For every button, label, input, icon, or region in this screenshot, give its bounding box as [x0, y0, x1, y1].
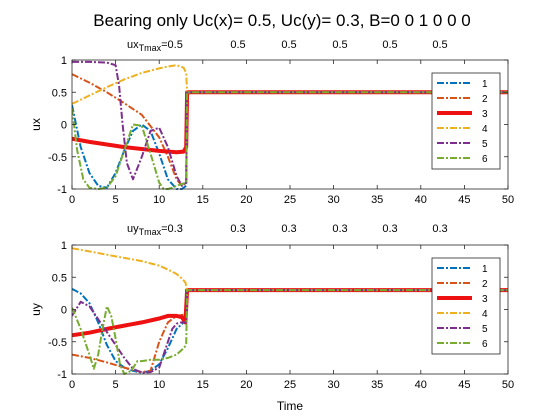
y-tick-label: 1 [61, 240, 67, 252]
top-annotation-value: 0.5 [382, 39, 397, 51]
x-tick-label: 20 [240, 194, 252, 206]
bottom-annotation-value: 0.3 [382, 223, 397, 235]
legend-label: 3 [482, 294, 488, 305]
top-annotation-value: 0.5 [332, 39, 347, 51]
legend-label: 1 [482, 264, 488, 275]
bottom-annotation-value: 0.3 [332, 223, 347, 235]
bottom-annotation-values: 0.3 0.3 0.3 0.3 0.3 [230, 223, 447, 235]
x-axis-label: Time [277, 399, 304, 413]
series-group [72, 60, 508, 190]
y-axis-label: uy [29, 303, 43, 316]
x-tick-label: 10 [153, 194, 165, 206]
series-group [72, 247, 508, 375]
y-tick-label: -1 [57, 184, 67, 196]
top-annotation-value: 0.5 [432, 39, 447, 51]
series-line-6 [72, 91, 508, 190]
x-tick-label: 30 [327, 379, 339, 391]
top-annotation-values: 0.5 0.5 0.5 0.5 0.5 [230, 39, 447, 51]
legend-label: 5 [482, 139, 488, 150]
y-tick-label: -1 [57, 369, 67, 381]
x-tick-label: 35 [371, 194, 383, 206]
legend-label: 4 [482, 124, 488, 135]
legend: 1 2 3 4 5 6 [431, 72, 501, 170]
legend-label: 2 [482, 94, 488, 105]
x-tick-label: 25 [284, 379, 296, 391]
legend-label: 2 [482, 279, 488, 290]
x-tick-label: 40 [415, 194, 427, 206]
bottom-annotation-value: 0.3 [432, 223, 447, 235]
x-tick-label: 5 [113, 194, 119, 206]
x-tick-label: 0 [69, 379, 75, 391]
y-tick-label: -0.5 [48, 152, 67, 164]
x-tick-label: 15 [197, 194, 209, 206]
x-tick-label: 50 [502, 194, 514, 206]
legend-label: 3 [482, 109, 488, 120]
figure-title: Bearing only Uc(x)= 0.5, Uc(y)= 0.3, B=0… [93, 11, 471, 30]
x-tick-label: 20 [240, 379, 252, 391]
x-tick-label: 40 [415, 379, 427, 391]
x-tick-label: 10 [153, 379, 165, 391]
x-tick-label: 0 [69, 194, 75, 206]
x-tick-label: 45 [458, 379, 470, 391]
legend-label: 5 [482, 324, 488, 335]
y-tick-label: 0 [61, 120, 67, 132]
x-tick-label: 25 [284, 194, 296, 206]
y-axis-label: ux [29, 118, 43, 131]
x-tick-label: 5 [113, 379, 119, 391]
legend: 1 2 3 4 5 6 [431, 257, 501, 355]
x-tick-label: 30 [327, 194, 339, 206]
legend-box [431, 72, 501, 170]
y-tick-label: -0.5 [48, 337, 67, 349]
x-tick-label: 45 [458, 194, 470, 206]
top-annotation-value: 0.5 [230, 39, 245, 51]
y-tick-label: 0 [61, 305, 67, 317]
x-tick-label: 35 [371, 379, 383, 391]
bottom-annotation-value: 0.3 [230, 223, 245, 235]
y-tick-label: 0.5 [52, 87, 67, 99]
bottom-annotation-label: uyTmax=0.3 [127, 223, 183, 237]
legend-label: 4 [482, 309, 488, 320]
legend-box [431, 257, 501, 355]
legend-label: 6 [482, 339, 488, 350]
legend-label: 6 [482, 154, 488, 165]
top-annotation-value: 0.5 [281, 39, 296, 51]
y-tick-label: 0.5 [52, 272, 67, 284]
legend-label: 1 [482, 79, 488, 90]
top-annotation-label: uxTmax=0.5 [127, 39, 183, 53]
x-tick-label: 50 [502, 379, 514, 391]
series-line-6 [72, 289, 508, 375]
y-tick-label: 1 [61, 55, 67, 67]
bottom-annotation-value: 0.3 [281, 223, 296, 235]
uy-subplot: 0 5 10 15 20 25 30 35 40 45 50-1-0.500.51uyTime123… [29, 240, 514, 413]
x-tick-label: 15 [197, 379, 209, 391]
